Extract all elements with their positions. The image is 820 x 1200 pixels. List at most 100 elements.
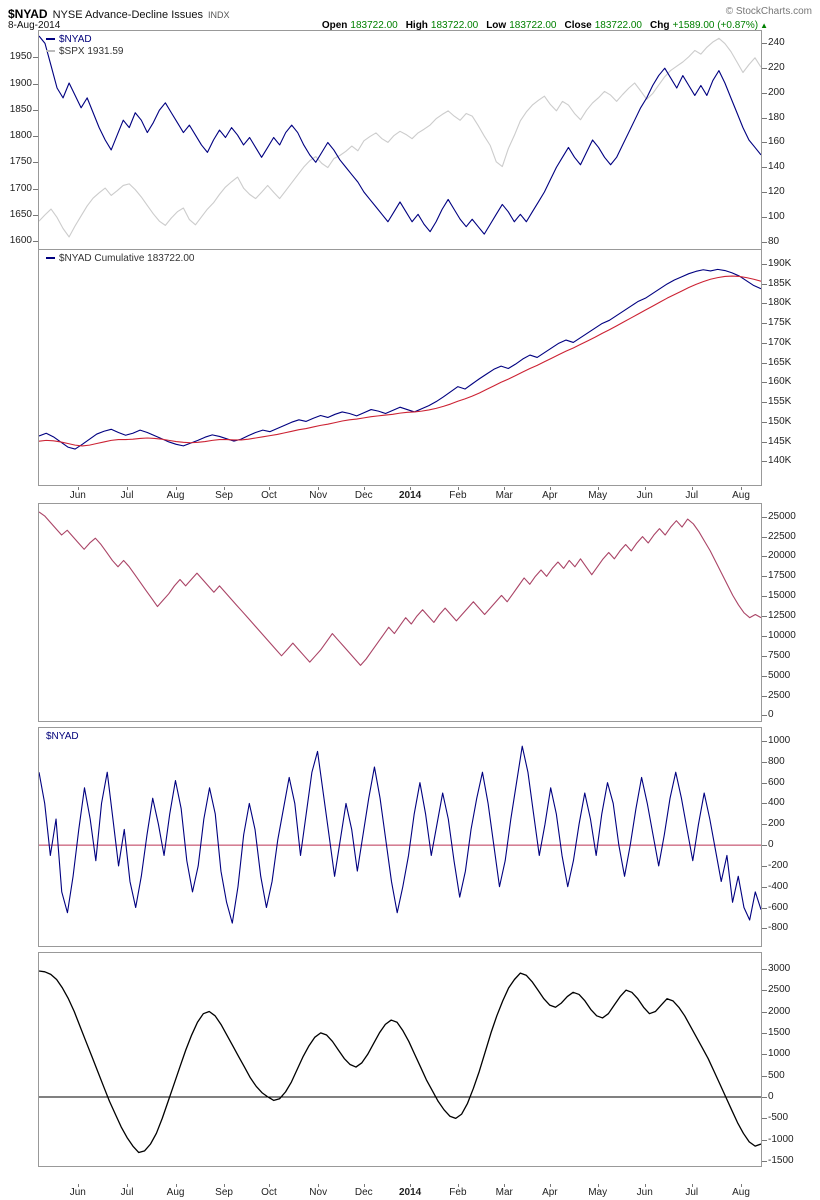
axis-tick-label: 5000 (768, 669, 791, 681)
axis-tick (762, 596, 767, 598)
axis-tick (762, 1139, 767, 1141)
series-NYAD (39, 36, 761, 234)
legend-entry: $SPX 1931.59 (46, 46, 124, 58)
x-axis-label: Mar (495, 1187, 513, 1198)
axis-tick-label: 400 (768, 797, 785, 809)
axis-tick (762, 362, 767, 364)
axis-tick-label: 600 (768, 776, 785, 788)
axis-tick-label: 140 (768, 161, 785, 173)
x-axis-label: Dec (354, 490, 373, 501)
axis-tick-label: 500 (768, 1069, 785, 1081)
axis-tick (762, 886, 767, 888)
axis-tick (762, 803, 767, 805)
axis-tick (762, 761, 767, 763)
high-value: 183722.00 (430, 20, 479, 31)
axis-tick-label: 155K (768, 396, 792, 408)
axis-tick (33, 188, 38, 190)
axis-tick (33, 136, 38, 138)
axis-tick (33, 57, 38, 59)
axis-tick-label: 240 (768, 37, 785, 49)
stockcharts-copyright-link[interactable]: © StockCharts.com (725, 6, 812, 17)
axis-tick (762, 1032, 767, 1034)
axis-tick-label: 145K (768, 435, 792, 447)
axis-tick (762, 342, 767, 344)
x-axis-tick (318, 1184, 320, 1187)
axis-tick (762, 576, 767, 578)
x-axis-label: Jun (636, 1187, 653, 1198)
x-axis-tick (644, 487, 646, 490)
x-axis-label: Jul (120, 490, 134, 501)
axis-tick (762, 845, 767, 847)
low-value: 183722.00 (509, 20, 557, 31)
summation-plot (39, 953, 761, 1166)
axis-tick (762, 695, 767, 697)
x-axis-tick (268, 487, 270, 490)
axis-tick (762, 241, 767, 243)
open-label: Open (321, 20, 348, 31)
axis-tick-label: 800 (768, 755, 785, 767)
axis-tick-label: 140K (768, 455, 792, 467)
axis-tick (762, 516, 767, 518)
legend-dash-icon (46, 50, 55, 53)
daily-breadth-panel: $NYAD 1000 800 600 400 200 0 -200 -400 -600 -800 (38, 727, 790, 947)
axis-tick (762, 782, 767, 784)
x-axis-label: Nov (309, 490, 328, 501)
cumulative-panel: $NYAD Cumulative 183722.00 190K 185K 180K 1… (38, 249, 791, 486)
axis-tick (762, 117, 767, 119)
x-axis-tick (127, 487, 129, 490)
axis-tick-label: 160K (768, 376, 792, 388)
axis-tick (762, 675, 767, 677)
axis-tick-label: 1800 (9, 130, 32, 142)
axis-tick (762, 92, 767, 94)
x-axis-label: Dec (354, 1187, 373, 1198)
axis-tick-label: 160 (768, 136, 785, 148)
axis-tick-label: 1500 (768, 1026, 791, 1038)
daily-breadth-legend: $NYAD (46, 731, 79, 743)
axis-tick (762, 968, 767, 970)
x-axis-tick (741, 1184, 742, 1187)
axis-tick (762, 263, 767, 265)
axis-tick (762, 1011, 767, 1013)
axis-tick-label: -600 (768, 901, 789, 913)
x-axis-tick (691, 487, 693, 490)
up-arrow-icon: ▲ (760, 21, 768, 30)
axis-tick-label: 165K (768, 356, 792, 368)
series-NYAD-cumulative (39, 269, 761, 449)
x-axis-label: Oct (261, 490, 277, 501)
x-axis-label: Sep (215, 1187, 233, 1198)
price-overlay-plot (39, 31, 761, 249)
x-axis-label: Aug (732, 1187, 750, 1198)
axis-tick-label: -1500 (768, 1155, 794, 1167)
x-axis-label: Nov (309, 1187, 328, 1198)
cumulative-legend: $NYAD Cumulative 183722.00 (46, 253, 194, 265)
axis-tick-label: 1850 (9, 103, 32, 115)
axis-tick (762, 556, 767, 558)
axis-tick-label: -1000 (768, 1133, 794, 1145)
axis-tick-label: 1700 (9, 182, 32, 194)
close-value: 183722.00 (594, 20, 642, 31)
close-label: Close (564, 20, 592, 31)
x-axis-label: Sep (215, 490, 233, 501)
axis-tick (762, 216, 767, 218)
axis-tick-label: 1000 (768, 1048, 791, 1060)
x-axis-tick (597, 487, 599, 490)
x-axis-upper: Jun Jul Aug Sep Oct Nov Dec 2014 Feb Mar Apr May Jun… (38, 487, 762, 503)
axis-tick (762, 536, 767, 538)
x-axis-label: Jul (685, 1187, 699, 1198)
axis-tick (33, 83, 38, 85)
axis-tick-label: -400 (768, 880, 789, 892)
x-axis-label: Jul (120, 1187, 134, 1198)
x-axis-label: Apr (542, 1187, 558, 1198)
legend-dash-icon (46, 38, 55, 41)
axis-tick-label: -800 (768, 922, 789, 934)
axis-tick (762, 824, 767, 826)
axis-tick-label: 0 (768, 709, 774, 721)
axis-tick (762, 402, 767, 404)
axis-tick-label: 12500 (768, 610, 796, 622)
x-axis-label: Jul (685, 490, 699, 501)
x-axis-tick (504, 1184, 506, 1187)
axis-tick-label: 2500 (768, 689, 791, 701)
summation-panel: 3000 2500 2000 1500 1000 500 0 -500 -1000 -1500 (38, 952, 794, 1167)
axis-tick-label: 180 (768, 111, 785, 123)
axis-tick-label: 0 (768, 839, 774, 851)
